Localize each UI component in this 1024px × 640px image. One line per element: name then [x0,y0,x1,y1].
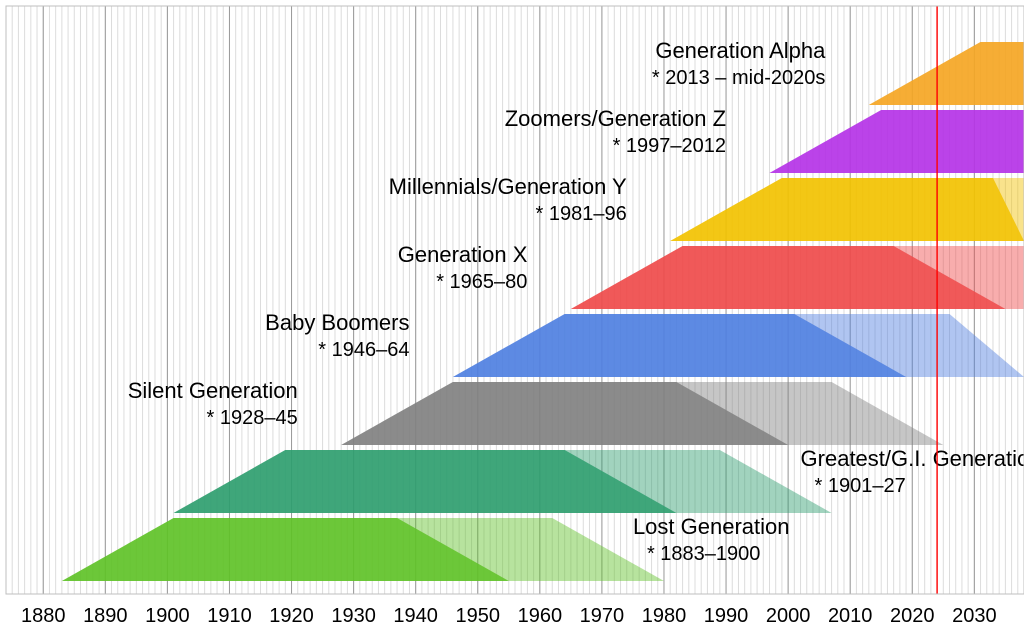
gen-alpha-title: Generation Alpha [655,38,826,63]
x-tick-1960: 1960 [518,605,563,627]
generations-timeline-chart: Generation Alpha * 2013 – mid-2020s Zoomer… [0,0,1024,640]
gen-genz-title: Zoomers/Generation Z [505,106,726,131]
x-tick-1930: 1930 [331,605,376,627]
gen-millennials-title: Millennials/Generation Y [389,174,627,199]
gen-silent-subtitle: * 1928–45 [207,407,298,429]
gen-genx-subtitle: * 1965–80 [436,271,527,293]
x-tick-1880: 1880 [21,605,66,627]
x-tick-1950: 1950 [456,605,501,627]
x-tick-2010: 2010 [828,605,873,627]
x-tick-2030: 2030 [952,605,997,627]
x-tick-1890: 1890 [83,605,128,627]
x-tick-1970: 1970 [580,605,625,627]
gen-greatest-subtitle: * 1901–27 [815,475,906,497]
gen-lost-subtitle: * 1883–1900 [647,543,760,565]
gen-silent-title: Silent Generation [128,378,298,403]
x-tick-1980: 1980 [642,605,687,627]
gen-lost-title: Lost Generation [633,514,790,539]
x-tick-2020: 2020 [890,605,935,627]
gen-greatest-title: Greatest/G.I. Generation [801,446,1024,471]
gen-alpha-subtitle: * 2013 – mid-2020s [652,67,825,89]
x-tick-1940: 1940 [393,605,438,627]
x-tick-1900: 1900 [145,605,190,627]
gen-boomers-subtitle: * 1946–64 [318,339,409,361]
x-tick-1920: 1920 [269,605,314,627]
gen-genz-subtitle: * 1997–2012 [613,135,726,157]
x-tick-2000: 2000 [766,605,811,627]
gen-millennials-subtitle: * 1981–96 [536,203,627,225]
gen-genx-title: Generation X [398,242,528,267]
x-tick-1990: 1990 [704,605,749,627]
x-tick-1910: 1910 [207,605,252,627]
gen-boomers-title: Baby Boomers [265,310,409,335]
